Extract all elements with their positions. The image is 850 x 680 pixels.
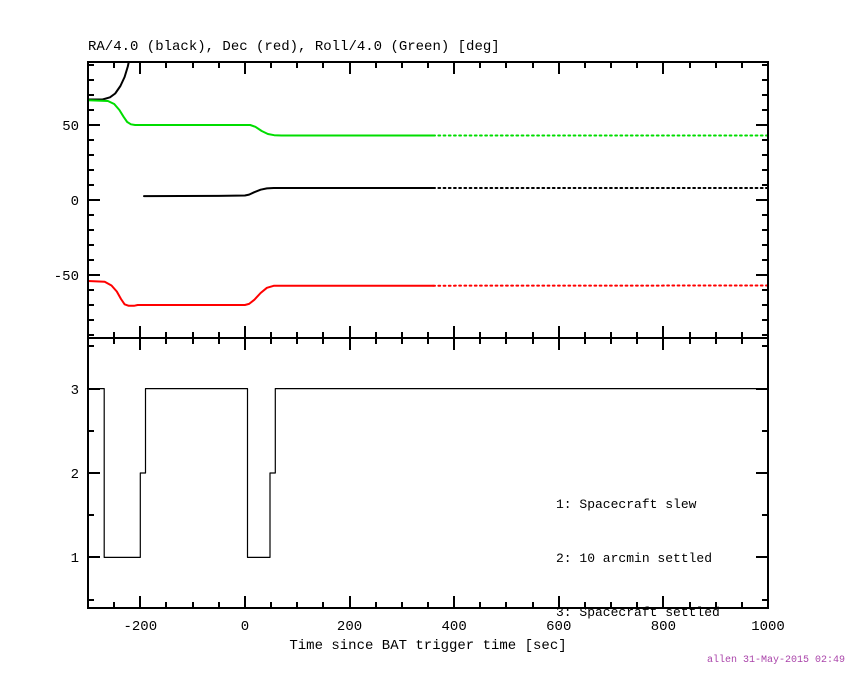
y-tick-label: 2 [71, 467, 79, 483]
panel-1-series-layer [88, 62, 768, 307]
series-RA-div-4-black [143, 187, 435, 198]
x-tick-label: 400 [442, 619, 467, 635]
panel-2-series-layer [88, 388, 768, 558]
x-tick-label: 1000 [751, 619, 785, 635]
legend-line-2: 2: 10 arcmin settled [556, 551, 713, 566]
state-legend: 1: Spacecraft slew 2: 10 arcmin settled … [556, 460, 720, 658]
x-tick-label: 0 [241, 619, 249, 635]
y-tick-label: 50 [62, 119, 79, 135]
x-tick-label: -200 [124, 619, 158, 635]
y-tick-label: -50 [54, 269, 79, 285]
y-tick-label: 0 [71, 194, 79, 210]
x-tick-label: 600 [546, 619, 571, 635]
x-tick-label: 200 [337, 619, 362, 635]
panel-1-ticks [88, 62, 769, 338]
series-Dec-red [88, 280, 435, 307]
chart-title: RA/4.0 (black), Dec (red), Roll/4.0 (Gre… [88, 39, 500, 55]
series-Roll-div-4-green [88, 99, 435, 137]
x-tick-label: 800 [651, 619, 676, 635]
watermark: allen 31-May-2015 02:49 [706, 655, 845, 666]
panel-1-border [87, 61, 769, 339]
legend-line-3: 3: Spacecraft settled [556, 605, 720, 620]
x-axis-label: Time since BAT trigger time [sec] [289, 638, 567, 654]
y-tick-label: 1 [71, 551, 79, 567]
legend-line-1: 1: Spacecraft slew [556, 497, 697, 512]
panel-2-ticks [88, 338, 769, 608]
series-RA-div-4-black [88, 62, 130, 101]
y-tick-label: 3 [71, 383, 79, 399]
series-settled-state-step [88, 388, 768, 558]
